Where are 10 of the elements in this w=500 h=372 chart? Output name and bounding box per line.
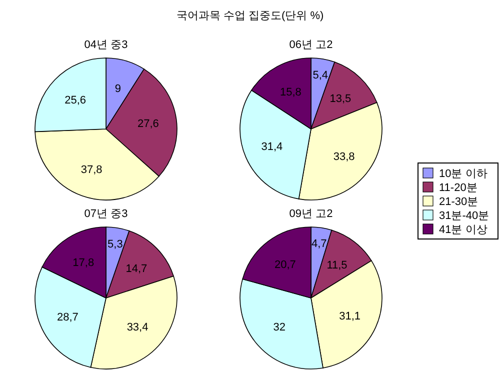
title: 09년 고2 <box>289 208 333 220</box>
title: 07년 중3 <box>84 208 128 220</box>
legend-label: 11-20분 <box>439 182 478 194</box>
legend-label: 31분-40분 <box>439 210 490 222</box>
legend-label: 10분 이하 <box>439 168 488 180</box>
legend-label: 21-30분 <box>439 196 478 208</box>
annotation: 국어과목 수업 집중도(단위 %) <box>176 10 324 22</box>
legend-label: 41분 이상 <box>439 224 488 236</box>
title: 04년 중3 <box>84 39 128 51</box>
title: 06년 고2 <box>289 39 333 51</box>
